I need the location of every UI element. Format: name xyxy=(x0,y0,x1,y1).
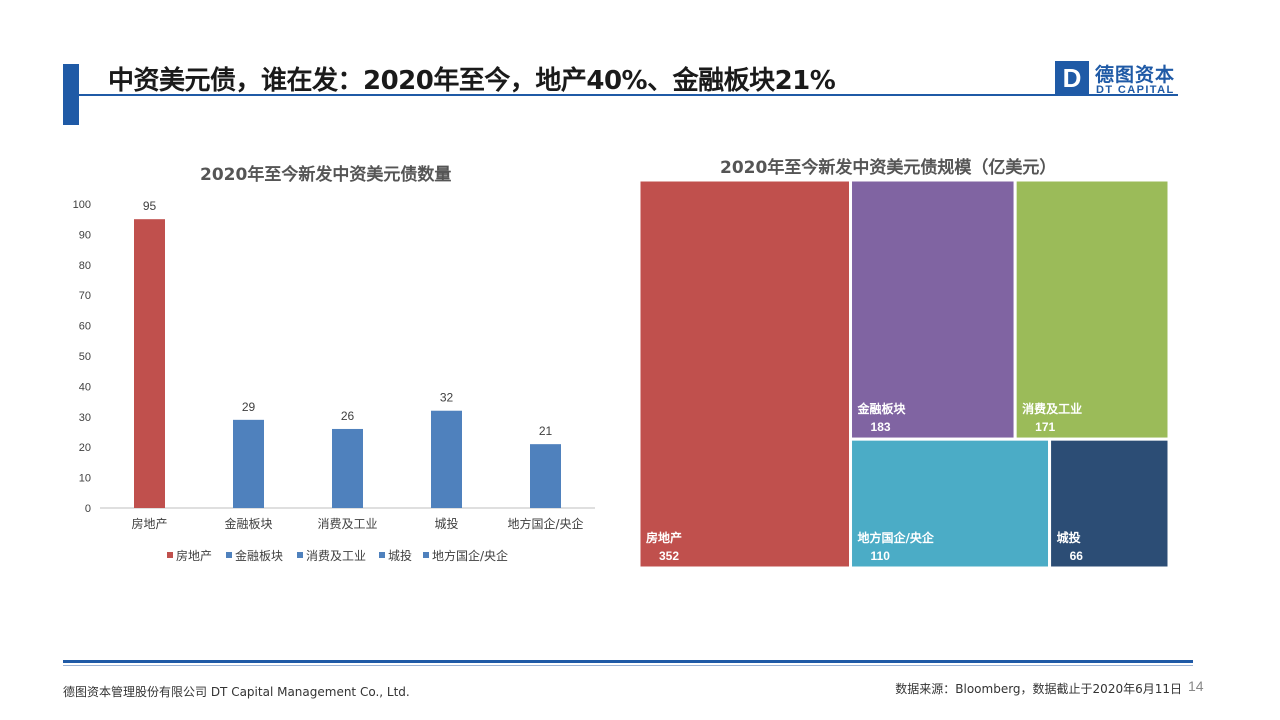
treemap-tile-value: 171 xyxy=(1035,420,1055,434)
bar-chart-title: 2020年至今新发中资美元债数量 xyxy=(200,165,452,185)
title-accent-bar xyxy=(63,64,79,125)
bar-value-label: 95 xyxy=(143,199,157,213)
bar-value-label: 32 xyxy=(440,391,454,405)
page-number: 14 xyxy=(1188,678,1204,694)
legend-swatch xyxy=(423,552,429,558)
legend-swatch xyxy=(297,552,303,558)
legend-swatch xyxy=(167,552,173,558)
x-tick-label: 金融板块 xyxy=(224,516,272,531)
treemap-tile xyxy=(849,437,1052,568)
footer-company: 德图资本管理股份有限公司 DT Capital Management Co., … xyxy=(63,685,410,699)
treemap-tile-value: 66 xyxy=(1070,549,1084,563)
treemap-tile xyxy=(1048,437,1169,568)
x-tick-label: 消费及工业 xyxy=(317,517,377,531)
y-tick-label: 0 xyxy=(85,503,91,515)
bar-value-label: 21 xyxy=(539,424,553,438)
title-underline xyxy=(79,94,1178,96)
x-tick-label: 房地产 xyxy=(131,516,167,531)
treemap-tile xyxy=(639,180,853,568)
y-tick-label: 40 xyxy=(79,381,91,393)
dt-logo-mark: D xyxy=(1055,61,1089,94)
logo-chinese-name: 德图资本 xyxy=(1095,64,1176,86)
bar-value-label: 29 xyxy=(242,400,256,414)
y-tick-label: 80 xyxy=(79,260,91,272)
legend-swatch xyxy=(379,552,385,558)
y-tick-label: 60 xyxy=(79,321,91,333)
bar xyxy=(134,219,165,508)
legend-label: 房地产 xyxy=(176,548,212,563)
y-tick-label: 90 xyxy=(79,229,91,241)
legend-label: 地方国企/央企 xyxy=(432,548,508,563)
legend-label: 城投 xyxy=(388,548,412,563)
treemap-tile xyxy=(1013,180,1169,441)
bar xyxy=(530,444,561,508)
logo-mark-letter: D xyxy=(1063,63,1082,93)
bar xyxy=(431,410,462,508)
y-tick-label: 20 xyxy=(79,442,91,454)
treemap-tile-label: 地方国企/央企 xyxy=(858,530,935,545)
treemap-tile-label: 金融板块 xyxy=(857,401,907,416)
footer-rule-thin xyxy=(63,665,1193,666)
bar-value-label: 26 xyxy=(341,409,355,423)
footer-source: 数据来源：Bloomberg，数据截止于2020年6月11日 xyxy=(895,682,1182,696)
y-tick-label: 70 xyxy=(79,290,91,302)
bar-chart: 0 10 20 30 40 50 60 70 80 90 100 95 房地产 29 金融板块 26 消费及工业… xyxy=(73,199,595,563)
y-tick-label: 100 xyxy=(73,199,91,211)
treemap-tile xyxy=(849,180,1017,441)
treemap-tile-label: 城投 xyxy=(1057,530,1081,545)
y-tick-label: 30 xyxy=(79,412,91,424)
bar xyxy=(233,419,264,508)
bar xyxy=(332,428,363,508)
treemap-tile-value: 183 xyxy=(871,420,891,434)
treemap-tile-value: 110 xyxy=(871,549,891,563)
treemap-chart: 房地产 352 金融板块 183 消费及工业 171 地方国企/央企 110 城投 66 xyxy=(639,180,1169,568)
treemap-tile-label: 消费及工业 xyxy=(1022,401,1082,416)
logo-english-name: DT CAPITAL xyxy=(1096,84,1175,96)
legend-label: 金融板块 xyxy=(235,548,283,563)
y-tick-label: 10 xyxy=(79,473,91,485)
x-tick-label: 城投 xyxy=(434,516,458,531)
treemap-title: 2020年至今新发中资美元债规模（亿美元） xyxy=(720,158,1057,178)
footer-rule xyxy=(63,660,1193,663)
legend-label: 消费及工业 xyxy=(306,549,366,563)
slide-title: 中资美元债，谁在发：2020年至今，地产40%、金融板块21% xyxy=(108,66,836,96)
legend-swatch xyxy=(226,552,232,558)
y-tick-label: 50 xyxy=(79,351,91,363)
dt-capital-logo: D 德图资本 DT CAPITAL xyxy=(1055,61,1180,96)
treemap-tile-value: 352 xyxy=(659,549,679,563)
treemap-tile-label: 房地产 xyxy=(646,530,682,545)
x-tick-label: 地方国企/央企 xyxy=(507,516,583,531)
